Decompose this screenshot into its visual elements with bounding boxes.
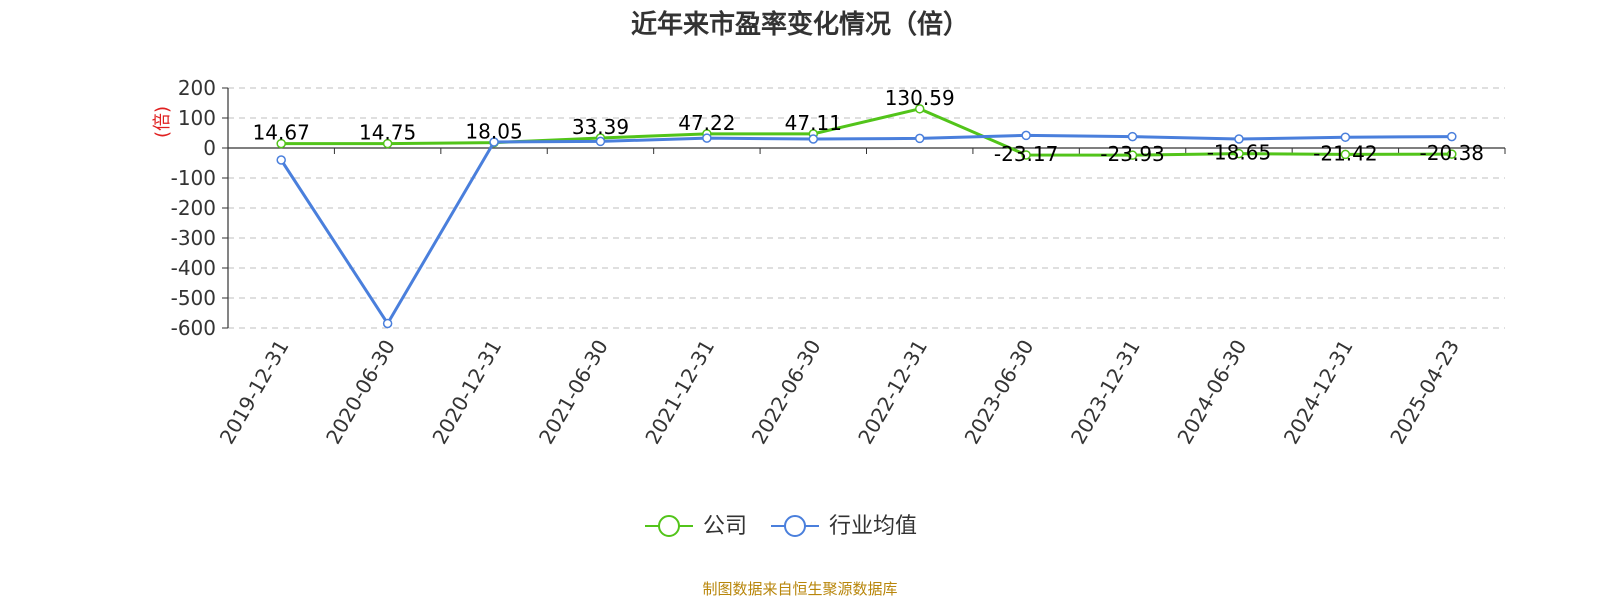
data-point [595, 136, 606, 147]
legend-item-company[interactable]: 公司 [645, 514, 747, 539]
data-point [1021, 150, 1031, 160]
data-point [382, 138, 393, 149]
series-line-industry [279, 133, 1452, 325]
y-tick-label: -400 [171, 256, 216, 280]
data-point [1340, 149, 1351, 160]
y-tick-label: -200 [171, 196, 216, 220]
data-point [1447, 131, 1457, 142]
y-tick-label: -300 [171, 226, 216, 250]
data-label: -18.65 [1207, 141, 1271, 165]
data-point [1447, 149, 1457, 159]
data-point [1340, 132, 1351, 142]
y-tick-label: 0 [203, 136, 216, 160]
x-tick-label: 2020-12-31 [427, 335, 506, 448]
data-point [1234, 134, 1244, 144]
data-label: -23.93 [1100, 142, 1164, 166]
data-label: 18.05 [465, 120, 522, 144]
grid-lines [228, 87, 1505, 329]
y-tick-label: -500 [171, 286, 216, 310]
series-lines [276, 104, 1457, 329]
data-label: -21.42 [1313, 141, 1377, 165]
x-tick-label: 2023-06-30 [960, 336, 1039, 449]
legend-marker [784, 515, 806, 537]
x-tick-label: 2021-12-31 [640, 336, 719, 449]
legend-item-industry[interactable]: 行业均值 [771, 514, 917, 539]
data-label: -20.38 [1420, 141, 1484, 165]
legend-marker [658, 515, 680, 537]
y-tick-label: 200 [178, 76, 216, 100]
data-label: 47.11 [785, 111, 842, 135]
y-tick-label: -100 [171, 166, 216, 190]
data-label: 47.22 [678, 111, 735, 135]
legend[interactable]: 公司 行业均值 [645, 514, 917, 539]
data-point [1127, 150, 1138, 160]
data-label: 14.67 [253, 121, 310, 145]
x-tick-label: 2023-12-31 [1066, 336, 1145, 449]
y-tick-label: 100 [178, 106, 216, 130]
x-tick-label: 2022-12-31 [853, 335, 932, 448]
legend-label: 公司 [703, 514, 747, 539]
y-axis-label: (倍) [152, 106, 173, 138]
legend-label: 行业均值 [829, 514, 917, 539]
data-label: 14.75 [359, 121, 416, 145]
x-tick-label: 2024-12-31 [1279, 336, 1358, 449]
y-tick-label: -600 [171, 316, 216, 340]
x-tick-label: 2024-06-30 [1172, 336, 1251, 449]
x-tick-label: 2022-06-30 [747, 336, 826, 449]
data-label: -23.17 [994, 142, 1058, 166]
data-label: 130.59 [885, 86, 955, 110]
data-point [808, 134, 819, 144]
data-point [914, 133, 925, 144]
x-tick-label: 2020-06-30 [321, 336, 400, 449]
data-labels: 14.67 14.75 18.05 33.39 47.22 47.11 130.59 -23.… [253, 86, 1484, 166]
data-source-note: 制图数据来自恒生聚源数据库 [702, 580, 898, 598]
x-tick-label: 2021-06-30 [534, 336, 613, 449]
data-point [1021, 130, 1031, 141]
data-point [1234, 148, 1244, 159]
data-point [1127, 131, 1138, 142]
series-line-company [281, 107, 1452, 157]
x-tick-label: 2025-04-23 [1385, 336, 1464, 449]
x-tick-label: 2019-12-31 [215, 336, 294, 449]
data-point [382, 318, 393, 329]
data-label: 33.39 [572, 115, 629, 139]
data-point [276, 155, 286, 165]
data-point [702, 133, 712, 143]
data-point [276, 138, 286, 149]
chart-title: 近年来市盈率变化情况（倍） [630, 10, 969, 40]
data-point [489, 137, 499, 147]
data-point [914, 104, 925, 114]
